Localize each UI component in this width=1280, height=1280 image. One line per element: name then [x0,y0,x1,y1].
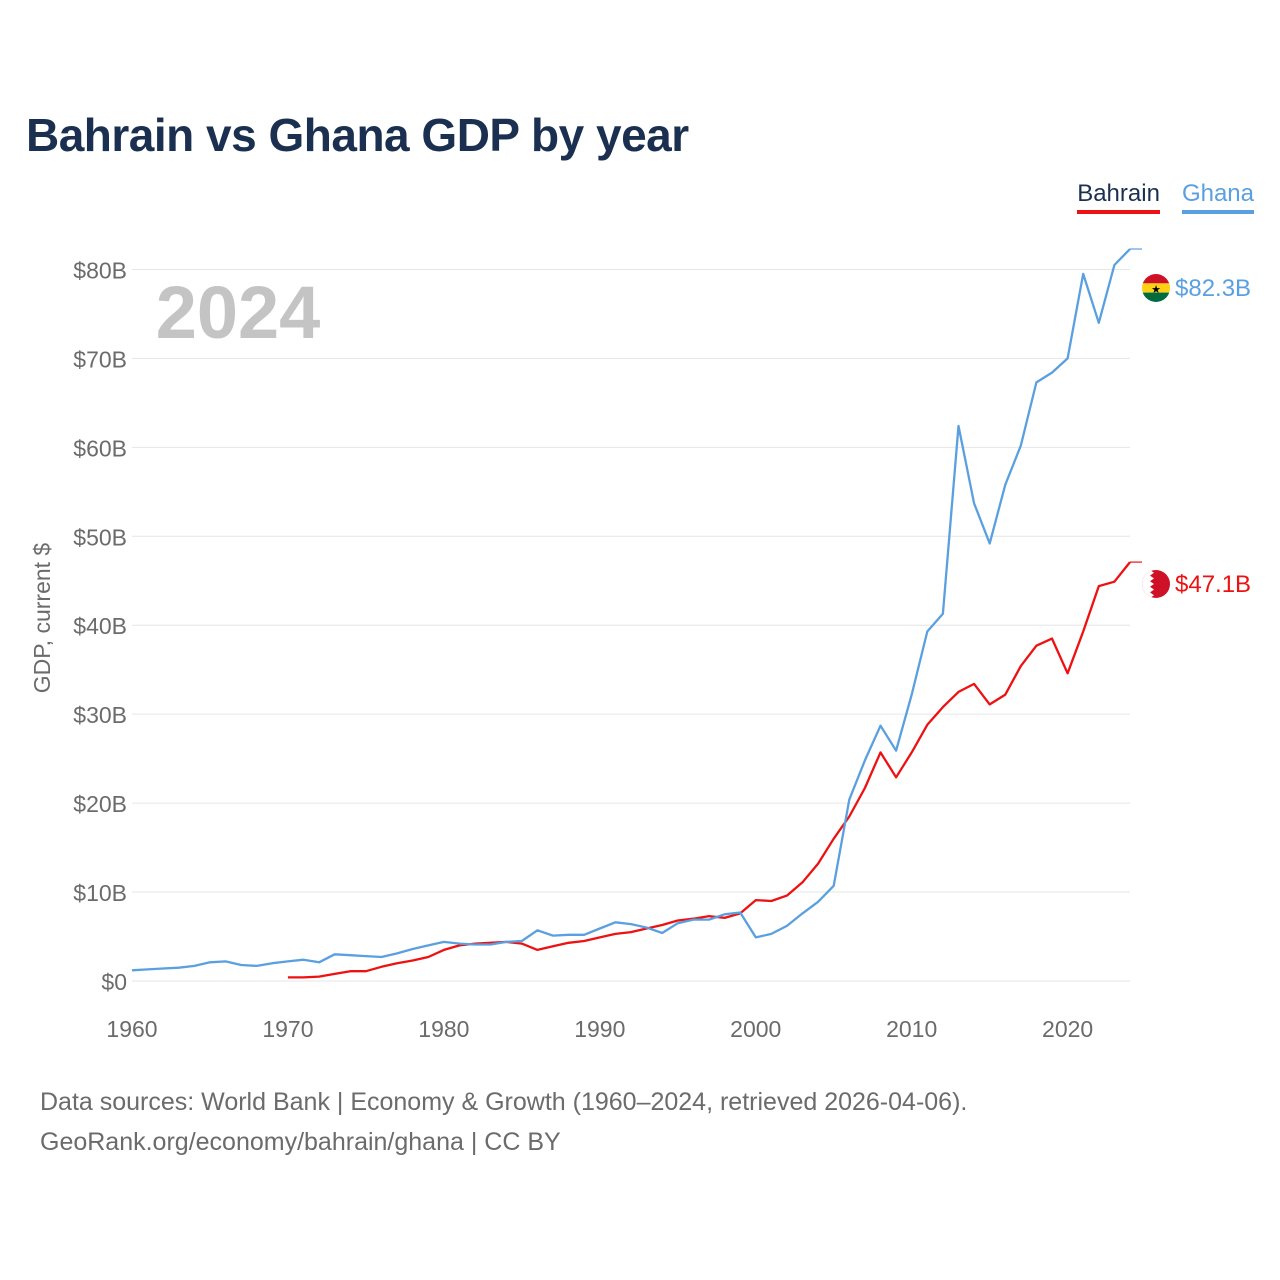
chart-title: Bahrain vs Ghana GDP by year [26,109,689,161]
footer-sources: Data sources: World Bank | Economy & Gro… [40,1088,968,1116]
footer-link[interactable]: GeoRank.org/economy/bahrain/ghana | CC B… [40,1128,561,1156]
svg-text:★: ★ [1151,284,1161,296]
bahrain-flag-icon [1142,570,1170,598]
end-label-bahrain: $47.1B [1175,571,1251,598]
x-axis-ticks: 1960 1970 1980 1990 2000 2010 2020 [106,1016,1093,1042]
y-tick-label: $20B [73,791,127,817]
legend-swatch-ghana [1181,210,1254,214]
y-axis-label: GDP, current $ [29,543,55,694]
x-tick-label: 1980 [418,1016,469,1042]
legend-item-bahrain[interactable]: Bahrain [1077,180,1160,214]
series-lines [131,248,1142,979]
y-tick-label: $0 [101,969,127,995]
footer: Data sources: World Bank | Economy & Gro… [40,1082,967,1162]
x-tick-label: 2000 [730,1016,781,1042]
x-tick-label: 2010 [886,1016,937,1042]
y-tick-label: $80B [73,257,127,283]
gridlines [132,268,1130,982]
year-label: 2024 [156,271,321,354]
series-line-ghana [131,248,1131,972]
legend-swatch-bahrain [1077,210,1160,214]
y-axis-ticks: $0 $10B $20B $30B $40B $50B $60B $70B $80B [73,257,127,995]
y-tick-label: $70B [73,346,127,372]
y-tick-label: $40B [73,613,127,639]
ghana-flag-icon: ★ [1142,274,1170,302]
y-tick-label: $60B [73,435,127,461]
x-tick-label: 1970 [262,1016,313,1042]
x-tick-label: 1960 [106,1016,157,1042]
legend: Bahrain Ghana [1077,180,1254,214]
legend-item-ghana[interactable]: Ghana [1181,180,1254,214]
y-tick-label: $30B [73,702,127,728]
y-tick-label: $10B [73,880,127,906]
end-label-ghana: $82.3B [1175,275,1251,302]
x-tick-label: 2020 [1042,1016,1093,1042]
x-tick-label: 1990 [574,1016,625,1042]
series-line-bahrain [287,561,1131,979]
end-markers: ★ $82.3B $47.1B [1142,274,1251,598]
y-tick-label: $50B [73,524,127,550]
legend-label-bahrain: Bahrain [1077,180,1160,207]
legend-label-ghana: Ghana [1181,180,1254,207]
